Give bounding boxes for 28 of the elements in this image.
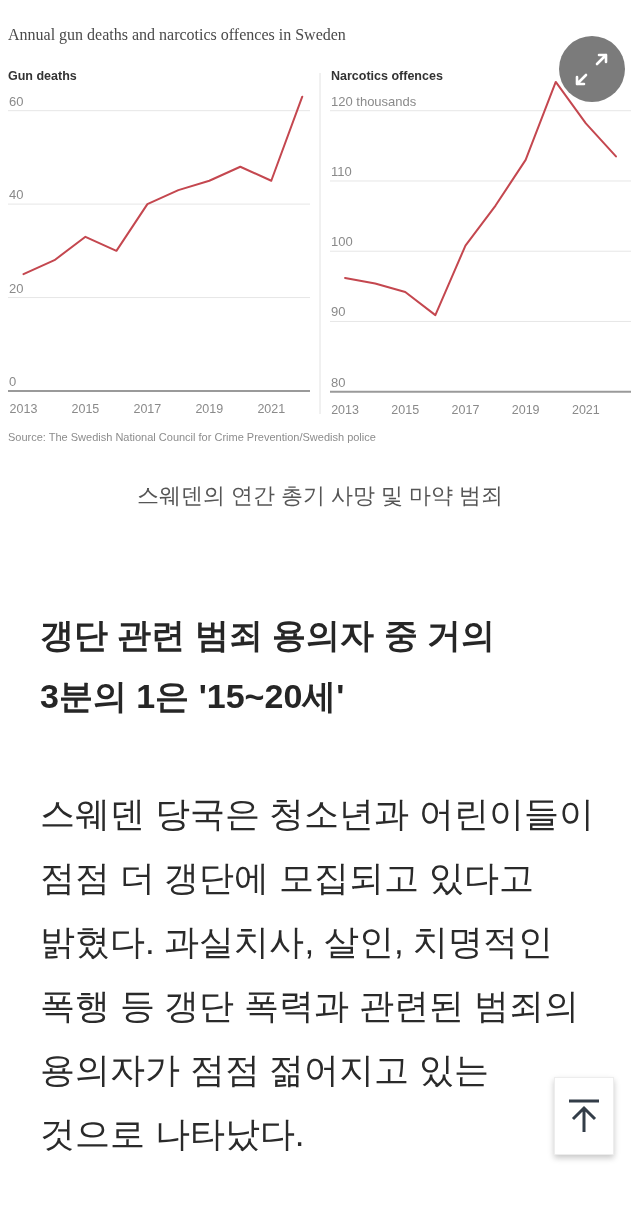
y-tick-label: 20 [9,280,24,296]
expand-icon[interactable] [559,36,625,102]
text: 스웨덴 당국은 청소년과 어린이들이 점점 더 갱단에 모집되고 있다고 밝혔다. 과실치사, 살인, 치명적인 폭행 등 갱단 폭력과 관련된 범죄의 용의자가 점점 젊어지고 있는 것으로 나타났다. [40,793,596,1155]
y-tick-label: 100 [331,234,353,250]
x-tick-label: 2017 [133,402,162,416]
x-tick-label: 2015 [391,402,420,417]
y-tick-label: 40 [9,187,24,203]
x-tick-label: 2019 [195,402,224,416]
y-tick-label: 110 [331,163,352,179]
x-tick-label: 2013 [9,402,38,416]
x-tick-label: 2015 [71,402,100,416]
y-tick-label: 80 [331,374,346,390]
y-tick-label: 0 [9,374,17,389]
y-tick-label: 60 [9,93,24,109]
y-tick-label: 90 [331,304,346,320]
x-tick-label: 2021 [571,402,600,417]
x-tick-label: 2019 [511,402,540,417]
x-tick-label: 2021 [257,402,286,416]
text: 스웨덴의 연간 총기 사망 및 마약 범죄 [136,483,504,508]
scroll-to-top-button[interactable] [554,1077,614,1155]
source-note: Source: The Swedish National Council for Crime Prevention/Swedish police [8,431,376,443]
chart-title: Annual gun deaths and narcotics offences in Sweden [8,26,346,44]
y-tick-label: 120 thousands [331,93,417,109]
y-axis-title: Narcotics offences [331,69,443,83]
text: 갱단 관련 범죄 용의자 중 거의 3분의 1은 '15~20세' [40,615,497,717]
x-tick-label: 2013 [331,402,359,417]
x-tick-label: 2017 [451,402,480,417]
y-axis-title: Gun deaths [8,69,77,83]
